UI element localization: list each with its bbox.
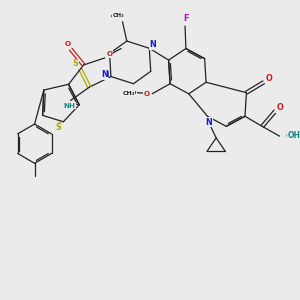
Text: S: S — [72, 60, 78, 69]
Text: S: S — [55, 123, 61, 132]
Text: N: N — [206, 118, 212, 127]
Text: O: O — [144, 91, 150, 97]
Text: O: O — [266, 75, 272, 84]
Text: N: N — [101, 70, 108, 79]
Text: NH: NH — [63, 103, 75, 109]
Text: O: O — [143, 92, 149, 98]
Text: O: O — [275, 104, 282, 113]
Text: O: O — [143, 92, 149, 98]
Text: CH₃: CH₃ — [122, 91, 135, 96]
Text: O: O — [106, 51, 112, 57]
Text: NH: NH — [62, 102, 74, 108]
Text: CH₃: CH₃ — [124, 90, 137, 95]
Text: O: O — [65, 41, 71, 47]
Text: F: F — [182, 15, 188, 24]
Text: N: N — [103, 70, 109, 80]
Text: S: S — [56, 122, 62, 131]
Text: CH₃: CH₃ — [111, 14, 123, 19]
Text: O: O — [64, 42, 70, 48]
Text: CH₃: CH₃ — [112, 13, 124, 18]
Text: OH: OH — [286, 133, 298, 139]
Text: O: O — [266, 74, 272, 83]
Text: CH₃: CH₃ — [122, 91, 135, 96]
Text: N: N — [149, 40, 155, 49]
Text: N: N — [149, 40, 156, 49]
Text: O: O — [276, 103, 283, 112]
Text: F: F — [183, 14, 188, 23]
Text: N: N — [206, 117, 212, 126]
Text: OH: OH — [288, 131, 300, 140]
Text: S: S — [73, 59, 79, 68]
Text: O: O — [106, 51, 112, 57]
